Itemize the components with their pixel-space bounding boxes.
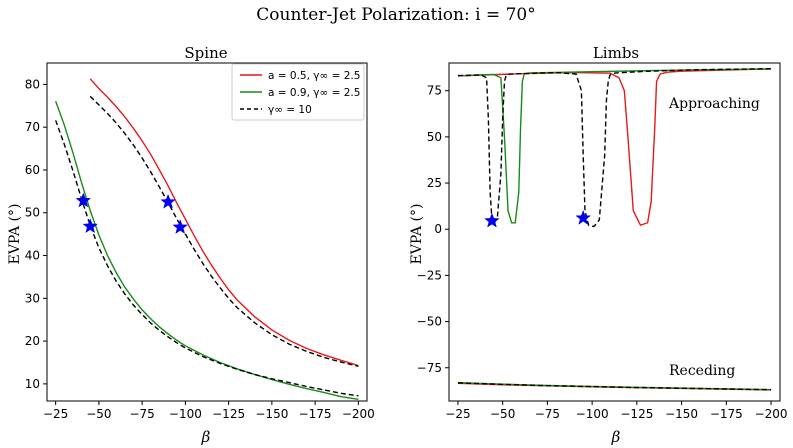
y-tick-label-1-4: 25 bbox=[427, 176, 442, 190]
annotation-receding: Receding bbox=[669, 363, 735, 379]
figure-title: Counter-Jet Polarization: i = 70° bbox=[256, 5, 535, 25]
axes-frame bbox=[46, 62, 368, 402]
x-tick-label-1-1: −50 bbox=[490, 407, 515, 421]
y-tick-label-1-3: 0 bbox=[434, 222, 442, 236]
x-tick-label-1-4: −125 bbox=[620, 407, 653, 421]
x-tick-label-0-5: −150 bbox=[255, 407, 288, 421]
legend-label-dashed: γ∞ = 10 bbox=[268, 104, 312, 116]
series-line-1-0 bbox=[457, 68, 772, 227]
axes-frame bbox=[448, 62, 781, 402]
star-marker-0-3 bbox=[172, 219, 188, 234]
series-line-1-2 bbox=[457, 68, 772, 228]
limbs-plot-area: −25 −50 −75 −100 −125 −150 −175 −200 −75 −50 −25 0 2… bbox=[417, 62, 788, 421]
star-marker-0-2 bbox=[160, 193, 176, 209]
x-tick-label-1-6: −175 bbox=[710, 407, 743, 421]
spine-xlabel: β bbox=[201, 428, 211, 446]
x-tick-label-0-4: −125 bbox=[212, 407, 245, 421]
spine-panel: Spine β EVPA (°) −25 −50 −75 −100 −125 −150 −1… bbox=[7, 44, 375, 446]
y-tick-label-0-6: 70 bbox=[25, 120, 40, 134]
x-tick-label-1-0: −25 bbox=[445, 407, 470, 421]
legend-label-red: a = 0.5, γ∞ = 2.5 bbox=[268, 70, 360, 82]
y-tick-label-0-3: 40 bbox=[25, 249, 40, 263]
spine-title: Spine bbox=[184, 44, 227, 62]
y-tick-label-0-1: 20 bbox=[25, 334, 40, 348]
series-line-1-5 bbox=[457, 382, 772, 391]
star-marker-0-0 bbox=[75, 192, 92, 208]
y-tick-label-0-5: 60 bbox=[25, 163, 40, 177]
x-tick-label-1-7: −200 bbox=[755, 407, 788, 421]
spine-ylabel: EVPA (°) bbox=[7, 204, 23, 265]
limbs-panel: Limbs β EVPA (°) −25 −50 −75 −100 −125 −150 −1… bbox=[409, 44, 788, 446]
y-tick-label-1-2: −25 bbox=[417, 268, 442, 282]
x-tick-label-0-1: −50 bbox=[86, 407, 111, 421]
series-line-1-1 bbox=[457, 68, 772, 224]
y-tick-label-0-7: 80 bbox=[25, 77, 40, 91]
y-tick-label-0-4: 50 bbox=[25, 206, 40, 220]
x-tick-label-0-3: −100 bbox=[169, 407, 202, 421]
series-line-0-0 bbox=[89, 78, 359, 367]
series-line-0-2 bbox=[54, 100, 359, 400]
limbs-ylabel: EVPA (°) bbox=[409, 204, 425, 265]
y-tick-label-0-2: 30 bbox=[25, 291, 40, 305]
x-tick-label-0-6: −175 bbox=[299, 407, 332, 421]
annotation-approaching: Approaching bbox=[668, 96, 760, 112]
star-marker-0-1 bbox=[82, 218, 99, 234]
y-tick-label-1-0: −75 bbox=[417, 361, 442, 375]
x-tick-label-1-2: −75 bbox=[535, 407, 560, 421]
x-tick-label-1-3: −100 bbox=[576, 407, 609, 421]
limbs-title: Limbs bbox=[593, 44, 639, 62]
series-line-0-1 bbox=[89, 95, 359, 368]
legend-frame bbox=[231, 63, 365, 121]
limbs-xlabel: β bbox=[611, 428, 621, 446]
spine-plot-area: −25 −50 −75 −100 −125 −150 −175 −200 10 20 30 40 50 6… bbox=[25, 62, 375, 421]
spine-legend: a = 0.5, γ∞ = 2.5 a = 0.9, γ∞ = 2.5 γ∞ =… bbox=[231, 63, 365, 121]
y-tick-label-1-1: −50 bbox=[417, 315, 442, 329]
legend-label-green: a = 0.9, γ∞ = 2.5 bbox=[268, 87, 360, 99]
x-tick-label-0-7: −200 bbox=[342, 407, 375, 421]
x-tick-label-0-2: −75 bbox=[129, 407, 154, 421]
y-tick-label-1-5: 50 bbox=[427, 130, 442, 144]
star-marker-1-1 bbox=[575, 209, 591, 225]
star-marker-1-0 bbox=[484, 212, 500, 228]
y-tick-label-1-6: 75 bbox=[427, 84, 442, 98]
y-tick-label-0-0: 10 bbox=[25, 377, 40, 391]
x-tick-label-1-5: −150 bbox=[665, 407, 698, 421]
x-tick-label-0-0: −25 bbox=[43, 407, 68, 421]
